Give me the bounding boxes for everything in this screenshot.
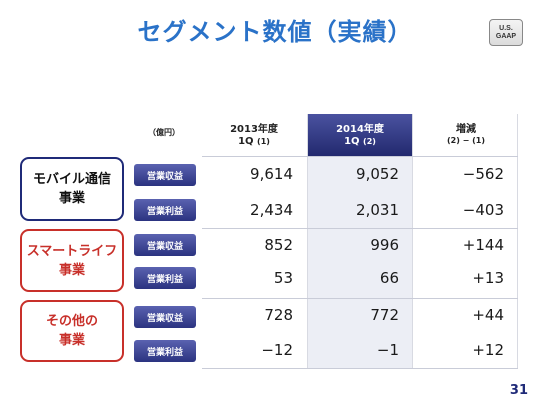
value-fy2013: −12 — [261, 341, 293, 359]
column-header-fy2014-1q: 2014年度 1Q (2) — [308, 114, 412, 156]
value-change: +44 — [472, 306, 504, 324]
value-fy2013: 728 — [264, 306, 293, 324]
value-change: +144 — [462, 236, 504, 254]
slide-title: セグメント数値（実績） — [137, 18, 413, 46]
row-divider — [202, 368, 518, 369]
metric-operating-revenue: 営業収益 — [134, 306, 196, 328]
value-fy2014: −1 — [376, 341, 399, 359]
column-divider — [517, 114, 518, 368]
value-fy2013: 852 — [264, 236, 293, 254]
column-header-index: (2) — [363, 137, 376, 146]
column-header-index: (1) — [257, 137, 270, 146]
metric-operating-revenue: 営業収益 — [134, 164, 196, 186]
highlight-column-background — [308, 156, 412, 368]
value-fy2014: 772 — [370, 306, 399, 324]
segment-mobile-communications: モバイル通信 事業 — [20, 157, 124, 221]
page-number: 31 — [509, 383, 528, 398]
row-divider — [202, 228, 518, 229]
value-change: −403 — [462, 201, 504, 219]
value-fy2013: 9,614 — [250, 165, 293, 183]
us-gaap-badge: U.S. GAAP — [489, 19, 523, 46]
column-header-year: 2013年度 — [230, 124, 278, 135]
value-change: +13 — [472, 269, 504, 287]
column-header-year: 2014年度 — [336, 124, 384, 135]
column-header-quarter: 1Q — [238, 136, 254, 147]
metric-operating-income: 営業利益 — [134, 267, 196, 289]
metric-operating-income: 営業利益 — [134, 340, 196, 362]
metric-operating-revenue: 営業収益 — [134, 234, 196, 256]
column-divider — [412, 114, 413, 368]
value-change: +12 — [472, 341, 504, 359]
row-divider — [202, 298, 518, 299]
value-fy2013: 2,434 — [250, 201, 293, 219]
column-header-fy2013-1q: 2013年度 1Q (1) — [202, 114, 306, 156]
value-fy2014: 9,052 — [356, 165, 399, 183]
value-fy2014: 996 — [370, 236, 399, 254]
value-change: −562 — [462, 165, 504, 183]
column-header-quarter: 1Q — [344, 136, 360, 147]
value-fy2014: 2,031 — [356, 201, 399, 219]
unit-label: （億円） — [148, 128, 180, 137]
column-header-formula: (2) − (1) — [446, 136, 486, 145]
value-fy2013: 53 — [273, 269, 293, 287]
metric-operating-income: 営業利益 — [134, 199, 196, 221]
row-divider — [202, 156, 518, 157]
column-header-title: 増減 — [456, 124, 476, 135]
column-header-change: 増減 (2) − (1) — [414, 114, 518, 156]
segment-other: その他の 事業 — [20, 300, 124, 362]
value-fy2014: 66 — [379, 269, 399, 287]
column-divider — [307, 114, 308, 368]
segment-smart-life: スマートライフ 事業 — [20, 229, 124, 292]
